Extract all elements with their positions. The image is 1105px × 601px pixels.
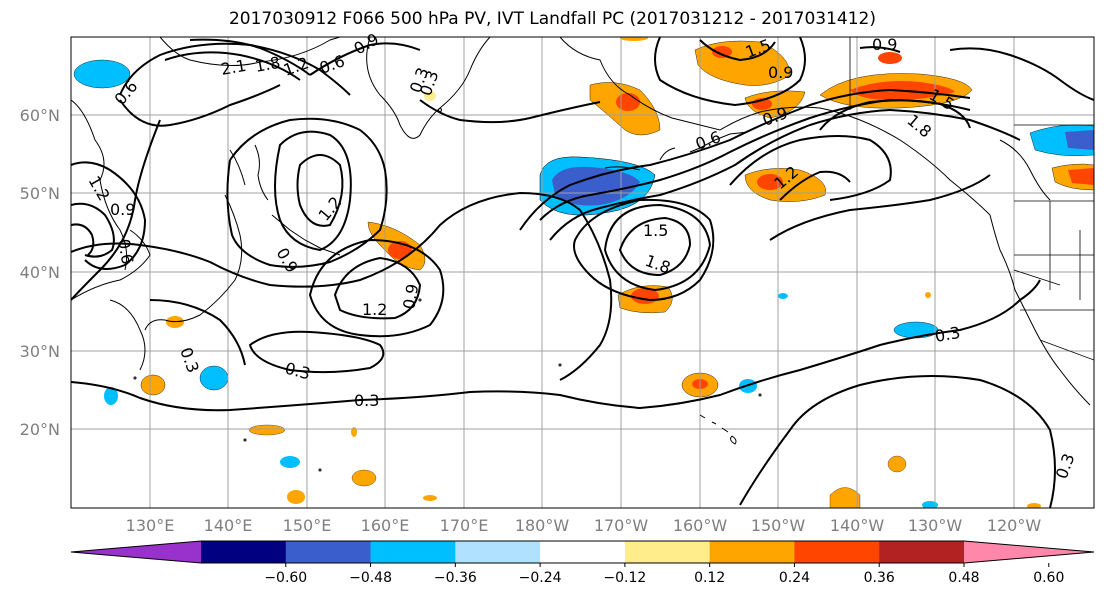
shade-patch [351,469,377,487]
shade-patch [199,365,229,391]
shade-patch [887,455,907,473]
shade-patch [423,495,437,501]
colorbar: −0.60 −0.48 −0.36 −0.24 −0.12 0.12 0.24 0.36 0.4… [70,540,1095,586]
colorbar-tick-label: 0.60 [1033,570,1064,586]
colorbar-segment [370,541,456,563]
lat-label: 20°N [20,420,60,439]
shade-patch [893,321,939,339]
colorbar-tick-label: −0.60 [264,570,307,586]
contour-label: 0.6 [114,237,137,265]
lat-label: 60°N [20,106,60,125]
shade-patch [616,93,640,111]
colorbar-tick-label: 0.12 [694,570,725,586]
shade-patch [424,91,436,101]
shade-patch [712,46,732,58]
contour-label: 1.5 [643,221,668,240]
shading-layer [73,37,1094,508]
lon-label: 140°W [830,516,885,535]
colorbar-segment [201,541,287,563]
lat-label: 30°N [20,342,60,361]
lon-label: 170°W [594,516,649,535]
shade-patch [248,424,286,436]
colorbar-segment [285,541,372,563]
shade-patch [1068,168,1094,185]
shade-patch [744,90,806,119]
shade-patch [757,174,783,190]
shade-patch [73,59,131,89]
contour-label: 1.2 [362,300,387,319]
colorbar-segment [879,541,965,563]
colorbar-tick-label: −0.24 [519,570,562,586]
shade-patch [778,293,788,299]
colorbar-tick-label: −0.36 [434,570,477,586]
lon-label: 170°E [440,516,489,535]
coastlines [71,37,1091,472]
lon-label: 180°W [515,516,570,535]
shade-patch [878,52,902,64]
boundaries [849,37,1094,361]
colorbar-tick-label: 0.48 [948,570,979,586]
shade-patch [280,456,300,468]
contour-label: 0.9 [768,63,793,82]
map-frame [70,36,1095,509]
colorbar-extend-low [71,541,201,563]
lat-label: 50°N [20,184,60,203]
lon-labels: 130°E 140°E 150°E 160°E 170°E 180°W 170°… [126,516,1042,535]
plot-title: 2017030912 F066 500 hPa PV, IVT Landfall… [228,9,876,29]
colorbar-tick-label: 0.36 [864,570,895,586]
lon-label: 160°W [673,516,728,535]
colorbar-segment [794,541,880,563]
colorbar-segment [455,541,541,563]
colorbar-outline [70,540,1095,564]
lat-labels: 60°N 50°N 40°N 30°N 20°N [20,106,60,439]
colorbar-extend-high [964,541,1094,563]
contour-label: 0.9 [872,35,897,54]
contour-label: 1.8 [253,53,281,76]
lon-label: 160°E [361,516,410,535]
shade-patch [552,166,640,206]
contour-label: 2.1 [219,56,247,79]
colorbar-tick-label: −0.48 [349,570,392,586]
contour-label: 0.9 [110,200,135,219]
colorbar-segment [624,541,711,563]
lon-label: 150°W [751,516,806,535]
contour-label: 0.3 [354,391,379,410]
lon-label: 120°W [987,516,1042,535]
colorbar-segment [540,541,626,563]
lon-label: 130°W [908,516,963,535]
contour-label: 0.9 [399,282,422,310]
shade-patch [829,487,861,508]
colorbar-tick-label: −0.12 [603,570,646,586]
shade-patch [1027,503,1041,508]
shade-patch [140,374,166,396]
shade-patch [104,387,118,405]
lat-label: 40°N [20,263,60,282]
graticule [71,37,1094,508]
lon-label: 140°E [204,516,253,535]
shade-patch [620,37,648,41]
pv-contours [71,37,1094,508]
lon-label: 130°E [126,516,175,535]
shade-patch [1065,130,1094,150]
contour-label: 0.3 [933,323,961,346]
colorbar-segment [709,541,795,563]
lon-label: 150°E [283,516,332,535]
colorbar-tick-label: 0.24 [779,570,810,586]
shade-patch [287,490,305,504]
shade-patch [922,501,938,508]
shade-patch [925,292,931,298]
